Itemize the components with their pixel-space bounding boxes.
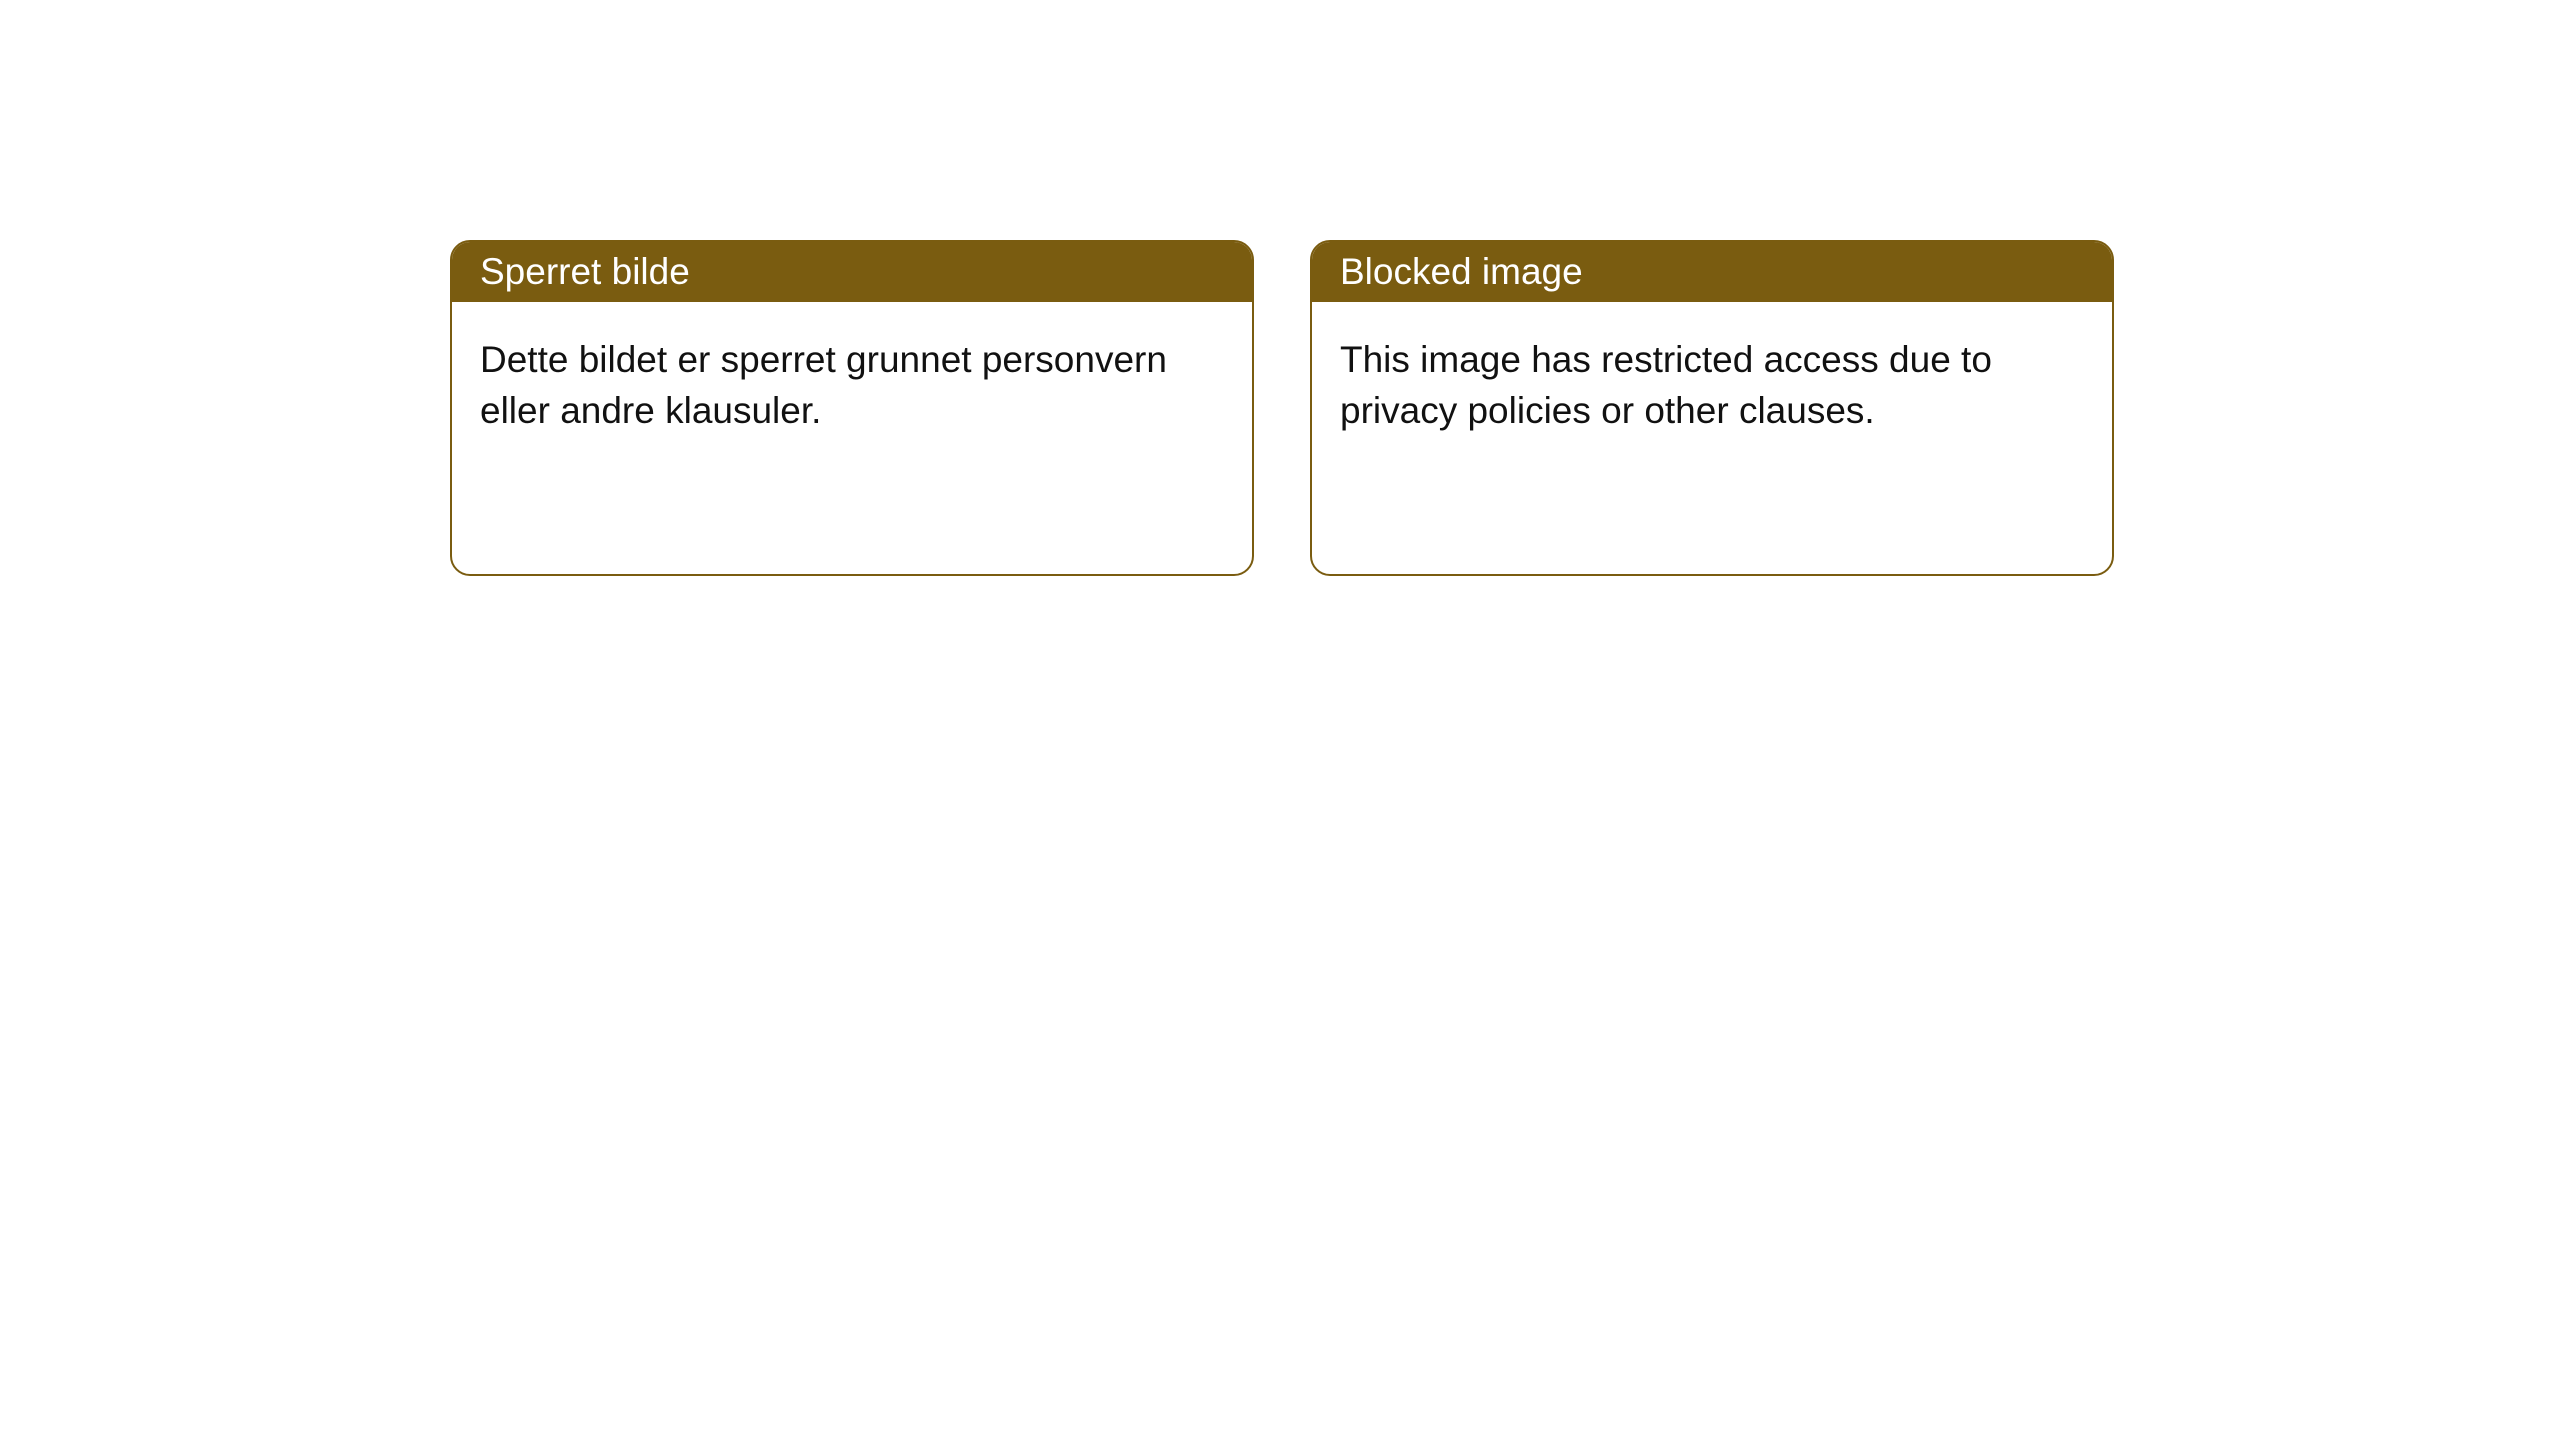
card-title: Blocked image <box>1340 251 1583 293</box>
notice-card-norwegian: Sperret bilde Dette bildet er sperret gr… <box>450 240 1254 576</box>
card-body: This image has restricted access due to … <box>1312 302 2112 468</box>
card-body: Dette bildet er sperret grunnet personve… <box>452 302 1252 468</box>
card-title: Sperret bilde <box>480 251 690 293</box>
notice-card-english: Blocked image This image has restricted … <box>1310 240 2114 576</box>
card-header: Sperret bilde <box>452 242 1252 302</box>
card-body-text: This image has restricted access due to … <box>1340 339 1992 431</box>
card-header: Blocked image <box>1312 242 2112 302</box>
notice-cards-container: Sperret bilde Dette bildet er sperret gr… <box>0 0 2560 576</box>
card-body-text: Dette bildet er sperret grunnet personve… <box>480 339 1167 431</box>
